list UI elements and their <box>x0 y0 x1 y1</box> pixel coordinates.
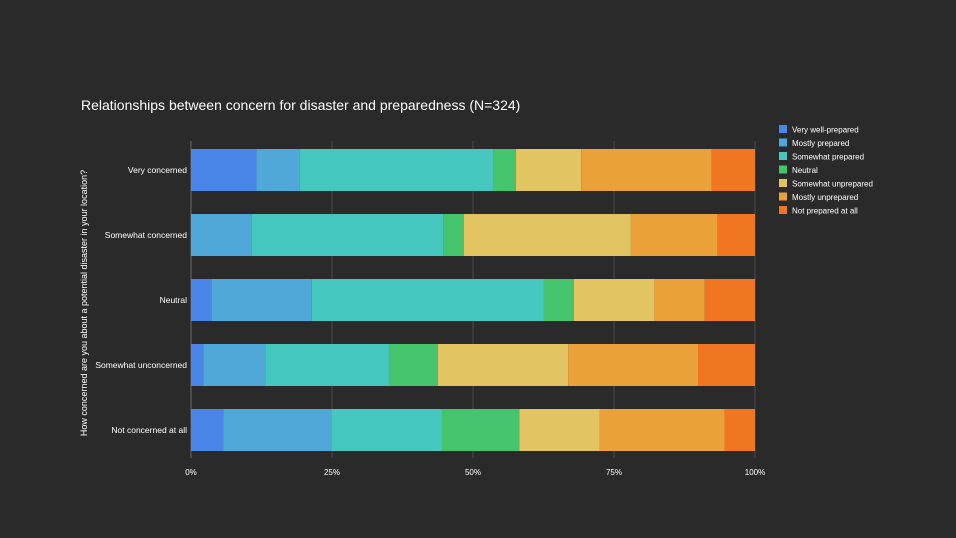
legend-item-mostly-unprepared[interactable]: Mostly unprepared <box>779 192 858 203</box>
legend-swatch-neutral <box>779 165 787 174</box>
legend[interactable]: Very well-prepared Mostly prepared Somewha… <box>779 125 873 216</box>
bar-neutral-neutral[interactable] <box>543 279 574 321</box>
legend-swatch-mostly-unprepared <box>779 192 787 201</box>
bar-not-concerned-at-all-not-prepared-at-all[interactable] <box>724 409 755 451</box>
legend-item-not-prepared-at-all[interactable]: Not prepared at all <box>779 206 858 216</box>
bar-very-concerned-somewhat-unprepared[interactable] <box>515 149 582 191</box>
category-label-not-concerned-at-all: Not concerned at all <box>111 425 187 435</box>
y-axis-title: How concerned are you about a potential … <box>79 170 89 436</box>
bar-neutral-mostly-prepared[interactable] <box>211 279 312 321</box>
bar-not-concerned-at-all-somewhat-unprepared[interactable] <box>519 409 600 451</box>
legend-item-somewhat-unprepared[interactable]: Somewhat unprepared <box>779 179 873 189</box>
chart-title: Relationships between concern for disast… <box>81 97 520 113</box>
legend-label-mostly-unprepared: Mostly unprepared <box>792 193 858 202</box>
bar-somewhat-concerned-not-prepared-at-all[interactable] <box>717 214 755 256</box>
bar-very-concerned-not-prepared-at-all[interactable] <box>711 149 755 191</box>
legend-swatch-somewhat-unprepared <box>779 179 787 187</box>
bar-somewhat-concerned-neutral[interactable] <box>443 214 464 256</box>
bar-somewhat-unconcerned-very-well-prepared[interactable] <box>191 344 204 386</box>
bar-somewhat-concerned-mostly-prepared[interactable] <box>191 214 252 256</box>
legend-swatch-very-well-prepared <box>779 125 787 133</box>
bar-very-concerned-very-well-prepared[interactable] <box>191 149 257 191</box>
bar-not-concerned-at-all-mostly-unprepared[interactable] <box>599 409 725 451</box>
x-tick-label-25: 25% <box>324 468 340 477</box>
legend-label-very-well-prepared: Very well-prepared <box>792 126 859 135</box>
bar-somewhat-unconcerned-somewhat-prepared[interactable] <box>265 344 389 386</box>
category-label-somewhat-unconcerned: Somewhat unconcerned <box>95 360 187 370</box>
bar-somewhat-unconcerned-somewhat-unprepared[interactable] <box>438 344 569 386</box>
bar-very-concerned-mostly-prepared[interactable] <box>256 149 300 191</box>
x-tick-label-0: 0% <box>185 468 197 477</box>
x-axis-ticks: 0% 25% 50% 75% 100% <box>185 468 765 477</box>
legend-swatch-not-prepared-at-all <box>779 206 787 214</box>
bar-not-concerned-at-all-somewhat-prepared[interactable] <box>332 409 442 451</box>
bar-neutral-very-well-prepared[interactable] <box>191 279 212 321</box>
bar-very-concerned-neutral[interactable] <box>493 149 516 191</box>
bar-somewhat-unconcerned-not-prepared-at-all[interactable] <box>698 344 755 386</box>
legend-label-mostly-prepared: Mostly prepared <box>792 139 849 148</box>
bar-somewhat-unconcerned-neutral[interactable] <box>388 344 439 386</box>
x-tick-label-75: 75% <box>606 468 622 477</box>
bar-very-concerned-mostly-unprepared[interactable] <box>581 149 712 191</box>
bar-neutral-mostly-unprepared[interactable] <box>654 279 705 321</box>
legend-label-somewhat-unprepared: Somewhat unprepared <box>792 180 873 189</box>
category-label-somewhat-concerned: Somewhat concerned <box>105 230 187 240</box>
legend-item-very-well-prepared[interactable]: Very well-prepared <box>779 125 859 135</box>
bar-somewhat-unconcerned-mostly-prepared[interactable] <box>203 344 266 386</box>
legend-swatch-somewhat-prepared <box>779 152 787 160</box>
bar-somewhat-concerned-somewhat-unprepared[interactable] <box>463 214 631 256</box>
bar-not-concerned-at-all-very-well-prepared[interactable] <box>191 409 224 451</box>
bar-somewhat-concerned-somewhat-prepared[interactable] <box>251 214 444 256</box>
x-tick-label-50: 50% <box>465 468 481 477</box>
x-tick-label-100: 100% <box>745 468 765 477</box>
legend-item-neutral[interactable]: Neutral <box>779 165 818 176</box>
bar-not-concerned-at-all-neutral[interactable] <box>441 409 520 451</box>
bar-neutral-somewhat-prepared[interactable] <box>311 279 544 321</box>
bar-neutral-somewhat-unprepared[interactable] <box>573 279 655 321</box>
bars <box>191 149 755 451</box>
legend-label-somewhat-prepared: Somewhat prepared <box>792 153 864 162</box>
bar-somewhat-unconcerned-mostly-unprepared[interactable] <box>568 344 699 386</box>
legend-swatch-mostly-prepared <box>779 138 787 147</box>
bar-very-concerned-somewhat-prepared[interactable] <box>299 149 494 191</box>
bar-not-concerned-at-all-mostly-prepared[interactable] <box>223 409 332 451</box>
legend-label-neutral: Neutral <box>792 166 818 175</box>
legend-label-not-prepared-at-all: Not prepared at all <box>792 207 858 216</box>
category-label-very-concerned: Very concerned <box>128 165 187 175</box>
bar-neutral-not-prepared-at-all[interactable] <box>704 279 755 321</box>
category-label-neutral: Neutral <box>160 295 188 305</box>
legend-item-mostly-prepared[interactable]: Mostly prepared <box>779 138 849 149</box>
legend-item-somewhat-prepared[interactable]: Somewhat prepared <box>779 152 864 162</box>
category-labels: Very concerned Somewhat concerned Neutral S… <box>95 165 187 435</box>
bar-somewhat-concerned-mostly-unprepared[interactable] <box>630 214 718 256</box>
